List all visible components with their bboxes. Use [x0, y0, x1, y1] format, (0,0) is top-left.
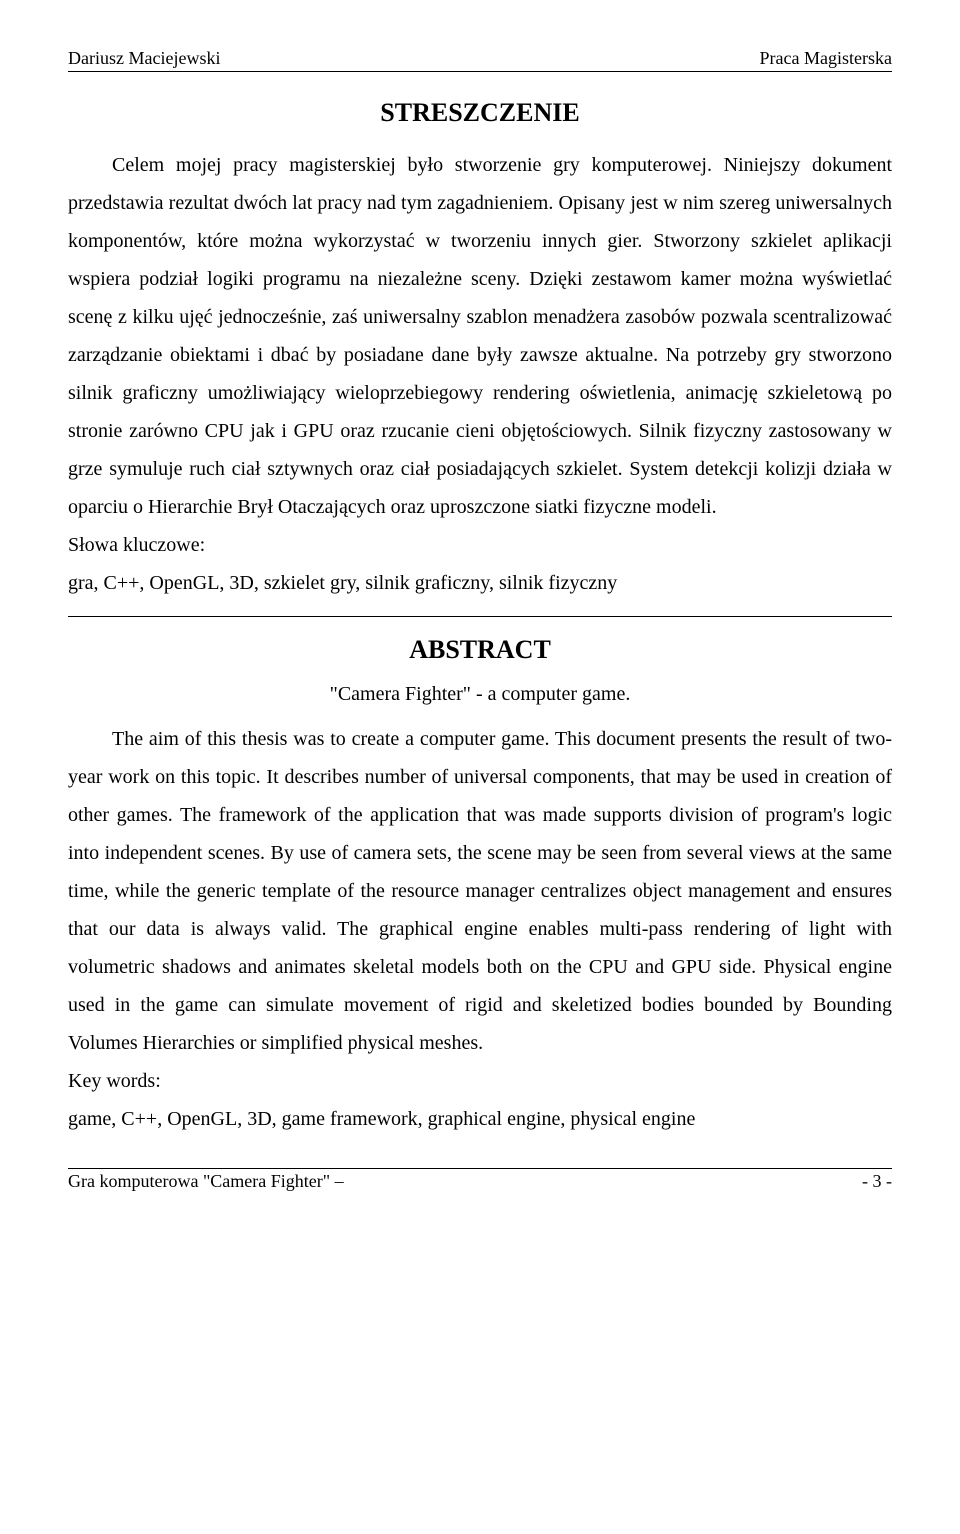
- footer-page-number: - 3 -: [862, 1171, 892, 1192]
- slowa-kluczowe-label: Słowa kluczowe:: [68, 526, 892, 564]
- page-footer: Gra komputerowa "Camera Fighter" – - 3 -: [68, 1168, 892, 1192]
- streszczenie-body: Celem mojej pracy magisterskiej było stw…: [68, 146, 892, 526]
- abstract-body: The aim of this thesis was to create a c…: [68, 720, 892, 1062]
- key-words: game, C++, OpenGL, 3D, game framework, g…: [68, 1100, 892, 1138]
- abstract-subtitle: "Camera Fighter" - a computer game.: [68, 683, 892, 706]
- section-title-abstract: ABSTRACT: [68, 635, 892, 665]
- header-work-type: Praca Magisterska: [760, 48, 892, 69]
- section-divider: [68, 616, 892, 617]
- footer-left: Gra komputerowa "Camera Fighter" –: [68, 1171, 344, 1192]
- slowa-kluczowe: gra, C++, OpenGL, 3D, szkielet gry, siln…: [68, 564, 892, 602]
- section-title-streszczenie: STRESZCZENIE: [68, 98, 892, 128]
- page-header: Dariusz Maciejewski Praca Magisterska: [68, 48, 892, 72]
- header-author: Dariusz Maciejewski: [68, 48, 220, 69]
- key-words-label: Key words:: [68, 1062, 892, 1100]
